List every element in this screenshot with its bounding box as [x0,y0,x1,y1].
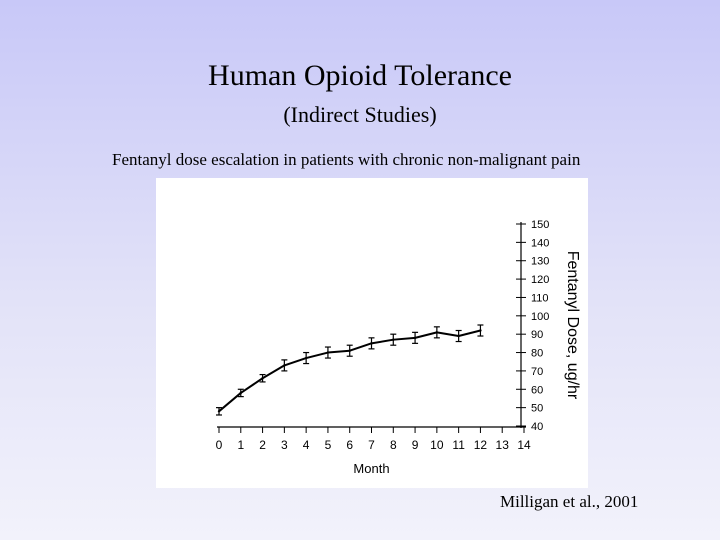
x-tick-label: 8 [390,438,397,452]
y-tick-label: 110 [531,292,549,304]
y-tick-label: 70 [531,366,543,378]
y-tick-label: 50 [531,403,543,415]
citation: Milligan et al., 2001 [500,492,639,511]
y-axis-label: Fentanyl Dose, ug/hr [564,251,581,400]
x-tick-label: 0 [216,438,223,452]
data-point [370,342,373,345]
data-point [457,334,460,338]
series-line [218,329,481,413]
data-point [479,329,482,332]
data-point [283,364,286,367]
data-point [261,377,264,380]
data-point [413,336,417,340]
chart-caption: Fentanyl dose escalation in patients wit… [112,150,581,169]
x-tick-label: 3 [281,438,288,452]
data-point [304,356,308,360]
x-tick-label: 11 [452,438,465,452]
y-tick-label: 150 [531,219,549,231]
x-axis-label: Month [353,461,389,476]
data-point [348,349,351,352]
y-tick-label: 140 [531,237,549,249]
y-tick-label: 100 [531,311,549,323]
data-point [326,351,330,354]
slide-subtitle: (Indirect Studies) [283,102,437,127]
slide-title: Human Opioid Tolerance [208,59,512,92]
fentanyl-dose-chart: Month Fentanyl Dose, ug/hr 0 1 2 3 4 5 6 7 8 9 10 1… [216,219,581,476]
x-tick-label: 14 [517,438,531,452]
y-tick-label: 130 [531,256,549,268]
chart-panel: Month Fentanyl Dose, ug/hr 0 1 2 3 4 5 6 7 8 9 10 1… [156,178,588,488]
y-tick-label: 90 [531,329,543,341]
x-tick-label: 10 [430,438,444,452]
x-tick-label: 13 [496,438,510,452]
x-tick-label: 6 [346,438,353,452]
y-tick-label: 80 [531,348,543,360]
x-tick-label: 2 [259,438,266,452]
y-tick-label: 40 [531,421,543,433]
x-tick-label: 9 [412,438,419,452]
y-tick-label: 120 [531,274,549,286]
data-point [392,338,395,341]
x-tick-label: 7 [368,438,375,452]
x-tick-label: 12 [474,438,488,452]
x-tick-label: 1 [237,438,244,452]
data-point [435,331,439,334]
data-point [239,391,242,395]
x-tick-label: 5 [325,438,332,452]
x-tick-label: 4 [303,438,310,452]
data-point [217,410,221,413]
y-tick-label: 60 [531,384,543,396]
